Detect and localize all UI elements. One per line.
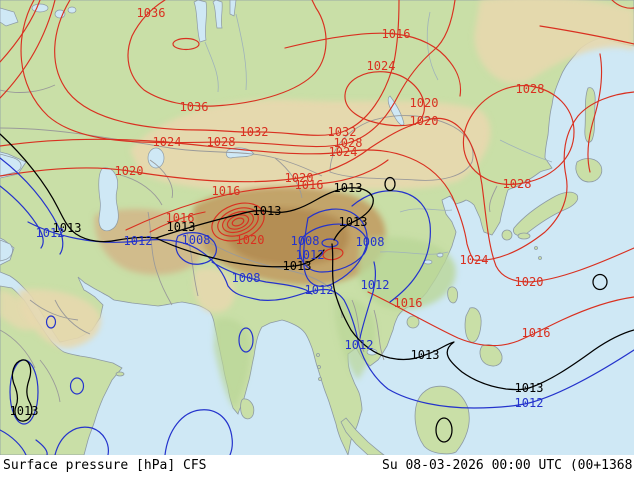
tibet-pressure-rings xyxy=(211,202,265,242)
rivers xyxy=(204,11,553,255)
pressure-map xyxy=(0,0,634,455)
isobars-red xyxy=(0,0,634,347)
isobars-blue xyxy=(0,157,634,455)
map-title: Surface pressure [hPa] CFS xyxy=(3,458,207,473)
islands xyxy=(115,87,603,455)
footer-bar: Surface pressure [hPa] CFS Su 08-03-2026… xyxy=(0,455,634,490)
isobars-black xyxy=(0,133,634,443)
valid-time: Su 08-03-2026 00:00 UTC (00+1368 xyxy=(382,458,633,473)
terrain-shading xyxy=(0,0,634,408)
lakes xyxy=(0,0,444,356)
